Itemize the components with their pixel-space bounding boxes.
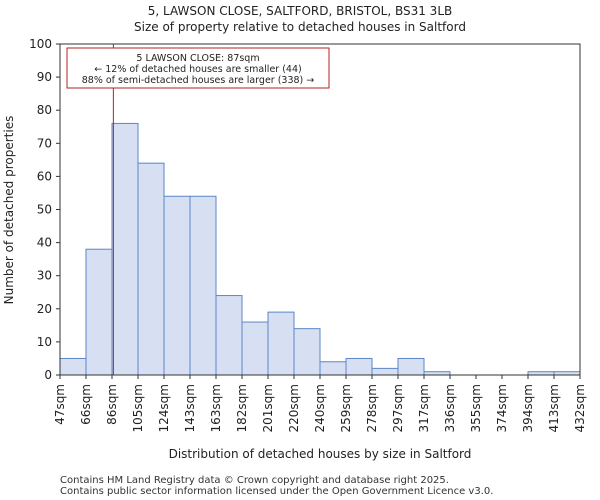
x-tick-label: 297sqm <box>391 384 405 432</box>
y-tick-label: 60 <box>37 169 52 183</box>
x-axis-label: Distribution of detached houses by size … <box>169 447 472 461</box>
x-tick-label: 317sqm <box>417 384 431 432</box>
x-tick-label: 394sqm <box>521 384 535 432</box>
bar-47sqm <box>59 357 87 376</box>
annotation-line-1: 5 LAWSON CLOSE: 87sqm <box>136 53 259 64</box>
y-tick-label: 100 <box>29 37 52 51</box>
y-tick-label: 50 <box>37 203 52 217</box>
y-ticks-group: 0 10 20 30 40 50 60 70 80 90 100 <box>29 37 60 382</box>
bar-240sqm <box>319 361 347 376</box>
x-tick-label: 355sqm <box>469 384 483 432</box>
bar-66sqm <box>85 248 113 376</box>
chart-subtitle: Size of property relative to detached ho… <box>134 20 466 34</box>
bars-group <box>59 122 581 376</box>
y-tick-label: 80 <box>37 103 52 117</box>
annotation-line-2: ← 12% of detached houses are smaller (44… <box>94 64 301 75</box>
x-tick-label: 220sqm <box>287 384 301 432</box>
x-tick-label: 47sqm <box>53 384 67 425</box>
bar-182sqm <box>241 321 269 376</box>
bar-259sqm <box>345 357 373 376</box>
bar-105sqm <box>137 162 165 376</box>
annotation-box: 5 LAWSON CLOSE: 87sqm ← 12% of detached … <box>66 47 330 89</box>
x-tick-label: 86sqm <box>105 384 119 425</box>
x-tick-label: 105sqm <box>131 384 145 432</box>
y-tick-label: 10 <box>37 335 52 349</box>
x-tick-label: 143sqm <box>183 384 197 432</box>
x-tick-label: 182sqm <box>235 384 249 432</box>
y-tick-label: 90 <box>37 70 52 84</box>
x-tick-label: 201sqm <box>261 384 275 432</box>
chart-title: 5, LAWSON CLOSE, SALTFORD, BRISTOL, BS31… <box>148 4 452 18</box>
x-tick-label: 374sqm <box>495 384 509 432</box>
y-tick-label: 20 <box>37 302 52 316</box>
x-tick-label: 432sqm <box>573 384 587 432</box>
footer-line-1: Contains HM Land Registry data © Crown c… <box>60 475 449 486</box>
x-tick-label: 163sqm <box>209 384 223 432</box>
plot-frame <box>59 43 581 376</box>
bar-143sqm <box>189 195 217 376</box>
y-axis-label: Number of detached properties <box>2 116 16 305</box>
x-tick-label: 336sqm <box>443 384 457 432</box>
bar-278sqm <box>371 367 399 376</box>
x-tick-label: 240sqm <box>313 384 327 432</box>
footer-line-2: Contains public sector information licen… <box>60 486 493 497</box>
x-ticks-group: 47sqm 66sqm 86sqm 105sqm 124sqm 143sqm 163sqm 1… <box>53 375 587 432</box>
bar-297sqm <box>397 357 425 376</box>
y-tick-label: 0 <box>44 368 52 382</box>
bar-220sqm <box>293 328 321 376</box>
x-tick-label: 259sqm <box>339 384 353 432</box>
bar-163sqm <box>215 295 243 376</box>
y-tick-label: 70 <box>37 136 52 150</box>
y-tick-label: 40 <box>37 236 52 250</box>
bar-86sqm <box>111 122 139 376</box>
bar-201sqm <box>267 311 295 376</box>
x-tick-label: 278sqm <box>365 384 379 432</box>
x-tick-label: 124sqm <box>157 384 171 432</box>
x-tick-label: 413sqm <box>547 384 561 432</box>
x-tick-label: 66sqm <box>79 384 93 425</box>
annotation-line-3: 88% of semi-detached houses are larger (… <box>82 75 315 86</box>
y-tick-label: 30 <box>37 269 52 283</box>
bar-124sqm <box>163 195 191 376</box>
